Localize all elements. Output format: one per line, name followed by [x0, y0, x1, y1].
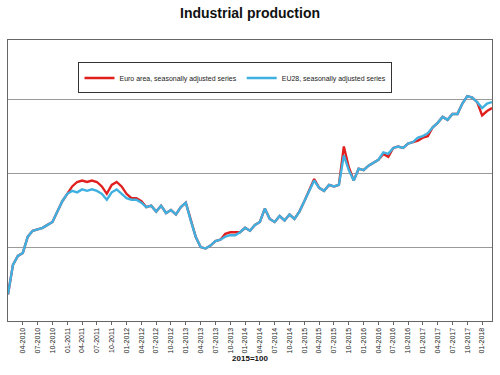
- svg-text:01-2014: 01-2014: [241, 328, 248, 354]
- svg-text:04-2011: 04-2011: [78, 328, 85, 353]
- svg-text:10-2014: 10-2014: [286, 328, 293, 354]
- svg-text:07-2013: 07-2013: [212, 328, 219, 354]
- svg-text:01-2015: 01-2015: [301, 328, 308, 354]
- svg-text:01-2017: 01-2017: [419, 328, 426, 354]
- svg-text:01-2013: 01-2013: [182, 328, 189, 354]
- svg-text:01-2018: 01-2018: [478, 328, 485, 354]
- svg-text:04-2012: 04-2012: [138, 328, 145, 354]
- svg-text:10-2017: 10-2017: [464, 328, 471, 354]
- svg-text:10-2010: 10-2010: [49, 328, 56, 354]
- svg-text:07-2015: 07-2015: [330, 328, 337, 354]
- svg-text:01-2011: 01-2011: [64, 328, 71, 353]
- svg-text:10-2013: 10-2013: [227, 328, 234, 354]
- svg-text:2015=100: 2015=100: [232, 354, 268, 363]
- svg-text:07-2016: 07-2016: [389, 328, 396, 354]
- svg-text:04-2017: 04-2017: [434, 328, 441, 354]
- svg-text:10-2012: 10-2012: [167, 328, 174, 354]
- svg-text:07-2011: 07-2011: [93, 328, 100, 353]
- svg-text:07-2010: 07-2010: [34, 328, 41, 354]
- svg-text:10-2015: 10-2015: [345, 328, 352, 354]
- svg-text:07-2017: 07-2017: [449, 328, 456, 354]
- svg-text:04-2010: 04-2010: [19, 328, 26, 354]
- svg-text:10-2011: 10-2011: [108, 328, 115, 353]
- svg-text:07-2014: 07-2014: [271, 328, 278, 354]
- svg-text:Euro area, seasonally adjusted: Euro area, seasonally adjusted series: [119, 75, 236, 83]
- svg-text:01-2012: 01-2012: [123, 328, 130, 354]
- svg-text:EU28, seasonally adjusted seri: EU28, seasonally adjusted series: [282, 75, 386, 83]
- svg-text:01-2016: 01-2016: [360, 328, 367, 354]
- svg-text:10-2016: 10-2016: [404, 328, 411, 354]
- svg-text:Industrial production: Industrial production: [180, 5, 320, 21]
- svg-text:04-2016: 04-2016: [375, 328, 382, 354]
- svg-text:07-2012: 07-2012: [152, 328, 159, 354]
- svg-text:04-2013: 04-2013: [197, 328, 204, 354]
- svg-text:04-2014: 04-2014: [256, 328, 263, 354]
- svg-text:04-2015: 04-2015: [315, 328, 322, 354]
